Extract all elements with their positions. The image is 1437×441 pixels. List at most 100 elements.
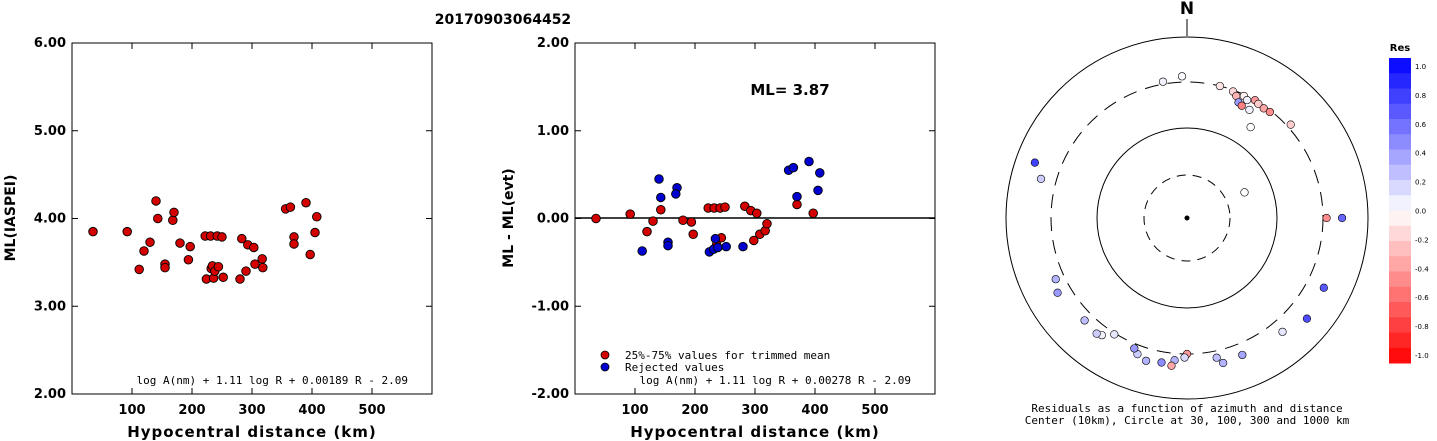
data-point <box>218 272 228 283</box>
rejected-point <box>654 174 664 184</box>
colorbar-swatch <box>1389 58 1411 74</box>
colorbar-swatch <box>1389 210 1411 227</box>
rejected-point <box>738 241 748 252</box>
residual-point <box>1240 188 1249 197</box>
data-point <box>145 237 155 247</box>
colorbar: Res 1.0 0.8 0.6 0.4 0.2 0.0 -0.2 -0.4 -0.6 -0.8 -1… <box>1389 43 1429 364</box>
figure-title: 20170903064452 <box>435 12 571 28</box>
residual-point <box>1180 353 1189 362</box>
colorbar-tick-label: 0.2 <box>1415 179 1426 187</box>
data-point <box>250 259 260 269</box>
data-point <box>237 233 247 244</box>
data-point <box>183 254 194 265</box>
panel-polar-residuals: N Residuals as a function of azimuth and… <box>1005 0 1369 427</box>
residual-point <box>1322 213 1331 223</box>
residual-point <box>1337 213 1347 223</box>
y-tick-label: -1.00 <box>532 299 569 314</box>
residual-point <box>1177 72 1187 81</box>
data-points <box>591 156 825 257</box>
residual-point <box>1319 283 1328 292</box>
rejected-point <box>792 191 802 202</box>
colorbar-tick-label: -0.8 <box>1415 323 1429 331</box>
panel-ml-vs-distance: 100 200 300 400 500 2.00 3.00 4.00 5.00 6.00 Hypo… <box>3 36 433 441</box>
x-tick-label: 300 <box>741 403 768 418</box>
colorbar-swatch <box>1389 195 1411 211</box>
data-point <box>217 232 227 242</box>
formula-label: log A(nm) + 1.11 log R + 0.00278 R - 2.0… <box>639 374 911 387</box>
colorbar-tick-label: 0.8 <box>1415 92 1426 100</box>
trimmed-point <box>642 226 652 237</box>
trimmed-point <box>686 217 697 227</box>
colorbar-swatch <box>1389 180 1411 196</box>
data-point <box>153 213 163 224</box>
data-point <box>213 262 224 272</box>
x-tick-label: 200 <box>178 403 205 418</box>
rejected-point <box>637 246 647 256</box>
trimmed-point <box>591 213 601 224</box>
y-tick-label: 2.00 <box>34 387 66 402</box>
residual-point <box>1219 358 1228 368</box>
rejected-point <box>663 240 673 251</box>
data-point <box>305 249 315 260</box>
x-axis-label: Hypocentral distance (km) <box>127 423 377 441</box>
residual-point <box>1110 330 1119 339</box>
caption-line-2: Center (10km), Circle at 30, 100, 300 an… <box>1025 414 1350 427</box>
trimmed-point <box>720 202 730 212</box>
data-point <box>122 226 132 237</box>
data-point <box>185 241 195 252</box>
x-tick-label: 400 <box>801 403 828 418</box>
trimmed-point <box>648 216 658 226</box>
data-point <box>235 274 245 284</box>
colorbar-tick-label: 0.6 <box>1415 121 1427 129</box>
colorbar-swatch <box>1389 271 1411 288</box>
data-point <box>312 211 322 222</box>
data-point <box>241 266 251 276</box>
colorbar-tick-label: 1.0 <box>1415 63 1426 71</box>
ml-annotation: ML= 3.87 <box>750 81 829 99</box>
data-point <box>160 262 170 273</box>
residual-point <box>1286 120 1295 129</box>
residual-point <box>1302 314 1312 323</box>
rejected-point <box>721 241 731 252</box>
trimmed-point <box>625 209 635 219</box>
y-tick-label: 0.00 <box>537 212 569 227</box>
y-tick-label: 1.00 <box>537 124 569 139</box>
residual-point <box>1242 95 1252 105</box>
trimmed-point <box>678 215 688 226</box>
colorbar-swatch <box>1389 149 1411 166</box>
colorbar-swatch <box>1389 286 1411 303</box>
data-point <box>249 242 259 253</box>
y-tick-label: 5.00 <box>34 124 66 139</box>
plot-frame <box>71 42 433 395</box>
ring-1000km <box>1005 36 1369 400</box>
residual-point <box>1265 107 1274 117</box>
residual-point <box>1092 329 1101 338</box>
epicenter-marker <box>1184 215 1190 221</box>
x-tick-label: 200 <box>681 403 708 418</box>
y-tick-label: 2.00 <box>537 36 569 51</box>
residual-point <box>1245 105 1254 114</box>
ring-100km <box>1096 127 1278 309</box>
data-point <box>301 197 311 208</box>
colorbar-tick-label: -0.6 <box>1415 294 1429 302</box>
colorbar-tick-label: 0.4 <box>1415 150 1427 158</box>
north-label: N <box>1180 0 1194 19</box>
rejected-point <box>788 162 799 173</box>
colorbar-scale: 1.0 0.8 0.6 0.4 0.2 0.0 -0.2 -0.4 -0.6 -0.8 -1.0 <box>1389 58 1429 364</box>
colorbar-swatch <box>1389 134 1411 150</box>
x-tick-label: 400 <box>298 403 325 418</box>
trimmed-point <box>752 208 762 218</box>
y-axis-label: ML(IASPEI) <box>3 175 19 262</box>
y-tick-label: -2.00 <box>532 387 569 402</box>
legend: 25%-75% values for trimmed mean Rejected… <box>600 349 830 374</box>
data-point <box>169 207 179 218</box>
rejected-point <box>671 189 681 199</box>
data-point <box>289 239 299 249</box>
data-point <box>175 238 185 248</box>
rejected-point <box>813 185 823 196</box>
colorbar-title: Res <box>1390 43 1410 54</box>
data-points <box>88 196 322 284</box>
legend-label-rejected: Rejected values <box>625 361 724 374</box>
colorbar-tick-label: -0.2 <box>1415 236 1429 244</box>
